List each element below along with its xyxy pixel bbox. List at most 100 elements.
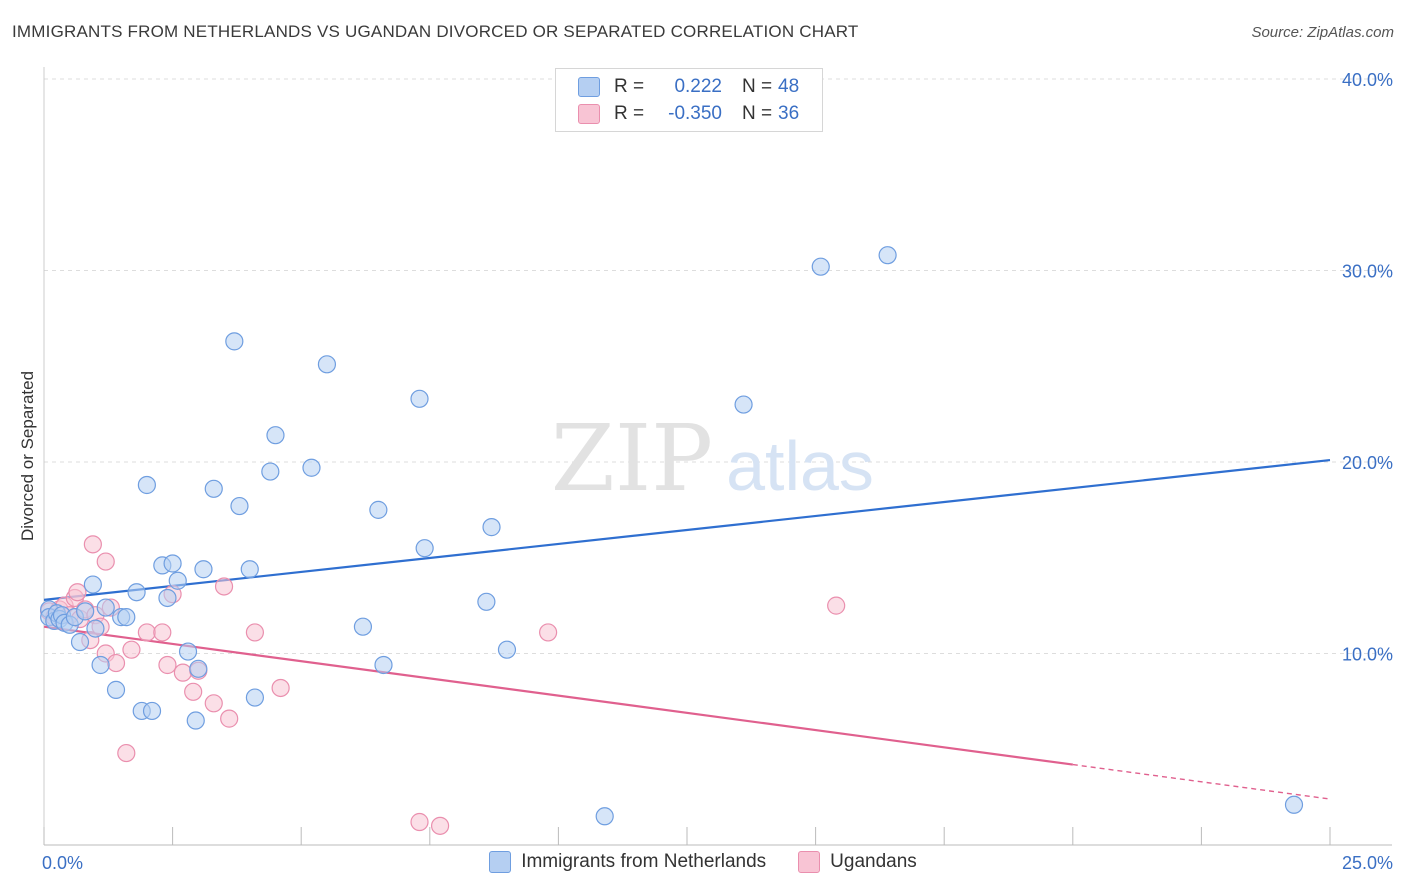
legend-n-label: N = (742, 76, 773, 97)
data-point-ugandans (430, 816, 450, 835)
data-point-ugandans (214, 577, 234, 596)
data-point-netherlands (811, 257, 830, 276)
data-point-netherlands (127, 583, 146, 602)
data-point-netherlands (374, 655, 393, 675)
axes (43, 67, 1392, 846)
data-point-netherlands (186, 711, 205, 730)
data-point-netherlands (76, 602, 95, 621)
data-point-netherlands (194, 560, 213, 579)
data-point-ugandans (83, 535, 102, 554)
data-point-netherlands (137, 475, 156, 495)
data-point-netherlands (482, 518, 501, 537)
data-point-netherlands (96, 598, 115, 617)
data-point-ugandans (184, 682, 203, 701)
data-point-ugandans (827, 596, 846, 615)
watermark: ZIP atlas (551, 405, 874, 512)
legend-n-value: 36 (778, 103, 800, 124)
legend-label-netherlands: Immigrants from Netherlands (521, 851, 767, 872)
legend-r-label: R = (614, 76, 645, 97)
data-point-netherlands (178, 642, 198, 661)
legend-label-ugandans: Ugandans (830, 851, 917, 872)
trend-line-ugandans-extension (1072, 763, 1331, 800)
y-tick-label: 20.0% (1342, 453, 1393, 473)
data-point-netherlands (317, 355, 337, 374)
trend-lines (43, 458, 1331, 800)
data-point-netherlands (91, 655, 110, 675)
data-point-netherlands (477, 592, 496, 611)
data-point-ugandans (122, 640, 141, 659)
trend-line-netherlands (43, 458, 1331, 601)
watermark-atlas: atlas (726, 427, 874, 505)
x-tick-label-min: 0.0% (42, 853, 83, 873)
data-point-netherlands (415, 539, 434, 558)
legend-swatch-blue (578, 77, 600, 97)
legend-n-label: N = (742, 103, 773, 124)
data-point-netherlands (163, 554, 182, 573)
data-point-netherlands (353, 617, 373, 636)
y-tick-label: 40.0% (1342, 70, 1393, 90)
data-point-ugandans (173, 663, 192, 682)
y-tick-label: 30.0% (1342, 262, 1393, 282)
data-point-netherlands (204, 479, 223, 498)
data-point-netherlands (70, 632, 90, 652)
data-point-ugandans (410, 812, 429, 832)
data-point-netherlands (1284, 795, 1304, 814)
legend-row-ugandans: R = -0.350 N = 36 (578, 102, 799, 126)
data-point-netherlands (106, 680, 126, 699)
legend-n-value: 48 (778, 76, 800, 97)
series-ugandans (40, 535, 846, 835)
data-point-ugandans (106, 653, 126, 673)
data-point-ugandans (68, 583, 87, 602)
data-point-netherlands (189, 659, 208, 678)
data-point-netherlands (168, 571, 187, 590)
stats-legend: R = 0.222 N = 48 R = -0.350 N = 36 (555, 68, 823, 132)
data-point-netherlands (266, 426, 285, 445)
legend-swatch-ugandans (798, 851, 821, 873)
data-point-ugandans (153, 623, 172, 642)
watermark-zip: ZIP (551, 405, 713, 512)
data-point-netherlands (240, 560, 259, 579)
data-point-ugandans (117, 743, 136, 763)
data-point-ugandans (245, 623, 265, 642)
data-point-netherlands (245, 688, 265, 707)
data-point-netherlands (158, 588, 177, 608)
data-point-ugandans (96, 552, 115, 571)
data-point-netherlands (734, 395, 753, 414)
data-point-netherlands (410, 389, 429, 408)
data-point-netherlands (225, 332, 244, 351)
legend-item-netherlands[interactable]: Immigrants from Netherlands (489, 851, 766, 873)
series-netherlands (40, 246, 1304, 826)
legend-swatch-pink (578, 104, 600, 124)
legend-item-ugandans[interactable]: Ugandans (798, 851, 917, 873)
data-point-netherlands (369, 500, 388, 519)
y-axis-label: Divorced or Separated (18, 371, 37, 541)
data-point-ugandans (271, 678, 290, 698)
legend-r-value: 0.222 (674, 76, 722, 97)
data-point-netherlands (878, 246, 897, 265)
data-point-netherlands (117, 608, 136, 627)
data-point-netherlands (142, 701, 162, 721)
x-tick-label-max: 25.0% (1342, 853, 1393, 873)
data-point-netherlands (302, 458, 321, 477)
y-tick-label: 10.0% (1342, 645, 1393, 665)
data-point-netherlands (83, 575, 102, 594)
legend-r-value: -0.350 (668, 103, 722, 124)
data-point-netherlands (86, 619, 105, 638)
data-point-ugandans (204, 694, 223, 713)
trend-line-ugandans (43, 625, 1073, 766)
data-point-ugandans (137, 623, 156, 642)
chart-source: Source: ZipAtlas.com (1251, 24, 1394, 41)
legend-r-label: R = (614, 103, 645, 124)
data-point-ugandans (220, 709, 239, 728)
series-legend: Immigrants from Netherlands Ugandans (0, 851, 1406, 873)
data-point-netherlands (497, 640, 517, 659)
data-point-ugandans (539, 623, 558, 642)
chart-title: IMMIGRANTS FROM NETHERLANDS VS UGANDAN D… (12, 22, 859, 41)
data-point-netherlands (230, 496, 249, 516)
legend-row-netherlands: R = 0.222 N = 48 (578, 75, 799, 99)
tick-labels: 10.0% 20.0% 30.0% 40.0% 0.0% 25.0% (42, 70, 1393, 873)
data-point-netherlands (261, 462, 280, 481)
data-point-netherlands (595, 807, 614, 826)
data-point-ugandans (158, 655, 177, 675)
